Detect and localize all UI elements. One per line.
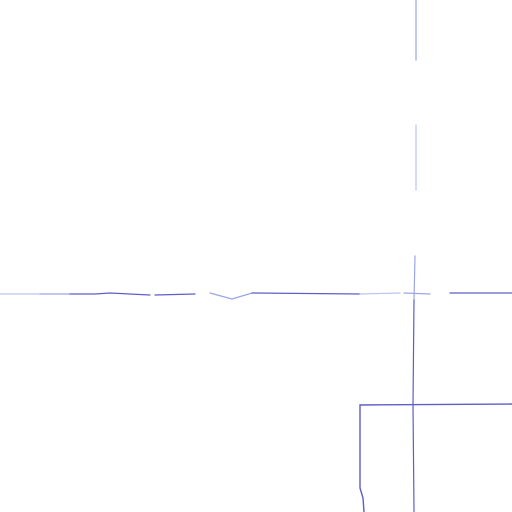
horizontal-road-segment (252, 293, 360, 294)
horizontal-road (0, 293, 512, 299)
boundary-top-edge (360, 404, 512, 405)
boundary-left-edge (360, 405, 364, 512)
horizontal-road-segment (70, 293, 150, 295)
horizontal-road-segment (360, 293, 400, 294)
vertical-road-segment (413, 300, 414, 512)
boundary-line (360, 404, 512, 512)
vertical-road (413, 0, 416, 512)
horizontal-road-segment (155, 294, 195, 295)
horizontal-road-segment (210, 293, 252, 299)
horizontal-road-segment (404, 293, 430, 294)
